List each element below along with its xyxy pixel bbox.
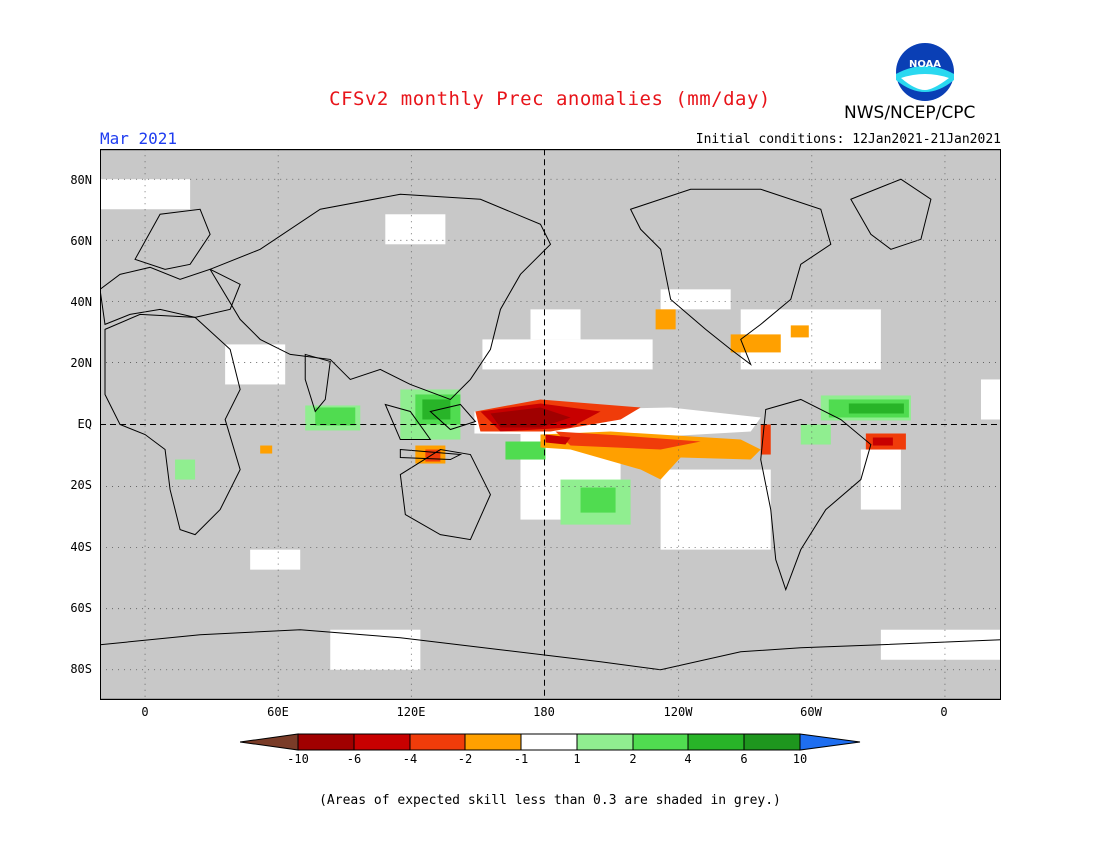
lat-lon-grid xyxy=(100,149,1001,700)
lon-label: 0 xyxy=(141,705,149,719)
colorbar-label: -10 xyxy=(287,752,309,766)
lon-label: 60W xyxy=(800,705,822,719)
lon-label: 180 xyxy=(533,705,555,719)
lon-label: 0 xyxy=(940,705,948,719)
lat-label: 20S xyxy=(70,478,92,492)
skill-footnote: (Areas of expected skill less than 0.3 a… xyxy=(319,793,781,808)
colorbar-label: 6 xyxy=(740,752,748,766)
colorbar-label: -6 xyxy=(346,752,362,766)
colorbar xyxy=(240,733,861,751)
negative-6-10 xyxy=(490,407,571,428)
lon-label: 120E xyxy=(396,705,426,719)
lon-label: 60E xyxy=(267,705,289,719)
colorbar-label: -1 xyxy=(513,752,529,766)
logo-text: NOAA xyxy=(909,59,941,70)
forecast-month: Mar 2021 xyxy=(100,129,178,148)
initial-conditions: Initial conditions: 12Jan2021-21Jan2021 xyxy=(695,132,1001,147)
lat-label: 40N xyxy=(70,295,92,309)
map-title: CFSv2 monthly Prec anomalies (mm/day) xyxy=(329,88,771,110)
positive-4-6 xyxy=(422,399,904,420)
colorbar-label: 10 xyxy=(792,752,808,766)
agency-label: NWS/NCEP/CPC xyxy=(844,103,976,123)
colorbar-label: -2 xyxy=(457,752,473,766)
map-frame xyxy=(100,149,1001,700)
lat-label: 40S xyxy=(70,540,92,554)
lat-label: EQ xyxy=(77,417,92,431)
noaa-logo: NOAA xyxy=(894,41,956,103)
coastlines xyxy=(100,178,1001,671)
lon-label: 120W xyxy=(663,705,693,719)
lat-label: 60N xyxy=(70,234,92,248)
colorbar-label: 4 xyxy=(684,752,692,766)
equator-dateline xyxy=(100,149,1001,700)
colorbar-label: 2 xyxy=(629,752,637,766)
precip-anomaly-map xyxy=(100,149,1001,700)
lat-label: 80N xyxy=(70,173,92,187)
colorbar-label: 1 xyxy=(573,752,581,766)
lat-label: 20N xyxy=(70,356,92,370)
lat-label: 80S xyxy=(70,662,92,676)
lat-label: 60S xyxy=(70,601,92,615)
near-zero-patches xyxy=(100,179,1001,670)
colorbar-label: -4 xyxy=(402,752,418,766)
